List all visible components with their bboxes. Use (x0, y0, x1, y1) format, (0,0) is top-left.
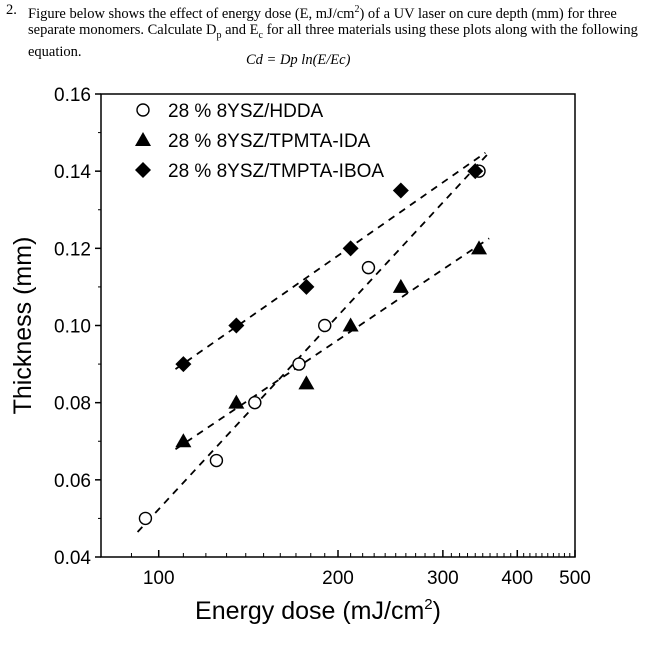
question-sub: p (216, 29, 222, 41)
y-tick-label: 0.06 (54, 471, 91, 492)
data-point (175, 356, 192, 373)
data-point (138, 511, 153, 526)
x-tick-label: 500 (559, 568, 591, 589)
question-sub: c (258, 29, 263, 41)
legend-label: 28 % 8YSZ/HDDA (168, 101, 324, 122)
question-text: 2. Figure below shows the effect of ener… (6, 2, 646, 60)
question-part: and E (221, 21, 259, 38)
x-axis-label: Energy dose (mJ/cm2) (195, 596, 441, 625)
legend-label: 28 % 8YSZ/TMPTA-IBOA (168, 161, 384, 182)
data-point (467, 163, 484, 180)
data-point (342, 240, 359, 257)
y-tick-label: 0.10 (54, 317, 91, 338)
x-tick-label: 100 (143, 568, 175, 589)
y-tick-label: 0.04 (54, 548, 91, 569)
data-point (392, 278, 409, 293)
data-point (298, 375, 315, 390)
y-axis-label: Thickness (mm) (9, 237, 37, 415)
question-part: for all three materials using these plot… (28, 21, 638, 60)
data-point (471, 240, 488, 255)
question-part: ) of a UV laser on cure depth (mm) for t… (28, 5, 617, 38)
data-point (248, 395, 262, 410)
data-point (361, 260, 376, 275)
data-point (298, 278, 315, 295)
data-point (318, 318, 332, 333)
data-point (392, 182, 409, 199)
question-number: 2. (6, 2, 17, 18)
y-tick-label: 0.16 (54, 85, 91, 106)
legend-marker (136, 103, 150, 117)
fit-line (136, 151, 490, 533)
x-axis-label-close: ) (433, 597, 441, 625)
x-axis-label-exp: 2 (424, 596, 432, 613)
data-point (209, 453, 224, 468)
question-part: Figure below shows the effect of energy … (28, 5, 355, 22)
legend-marker (135, 162, 151, 178)
equation: Cd = Dp ln(E/Ec) (246, 52, 351, 68)
x-tick-label: 200 (322, 568, 354, 589)
fit-line (174, 237, 490, 451)
data-point (175, 433, 192, 448)
x-tick-label: 400 (501, 568, 533, 589)
legend-label: 28 % 8YSZ/TPMTA-IDA (168, 131, 371, 152)
data-point (228, 317, 245, 334)
legend-marker (135, 132, 151, 146)
x-tick-label: 300 (427, 568, 459, 589)
fit-line (174, 151, 486, 370)
question-body: Figure below shows the effect of energy … (28, 2, 646, 60)
y-tick-label: 0.14 (54, 162, 91, 183)
data-point (342, 317, 359, 332)
data-point (292, 357, 306, 371)
question-exp: 2 (354, 4, 360, 15)
y-tick-label: 0.12 (54, 239, 91, 260)
y-tick-label: 0.08 (54, 394, 91, 415)
data-point (228, 394, 245, 409)
